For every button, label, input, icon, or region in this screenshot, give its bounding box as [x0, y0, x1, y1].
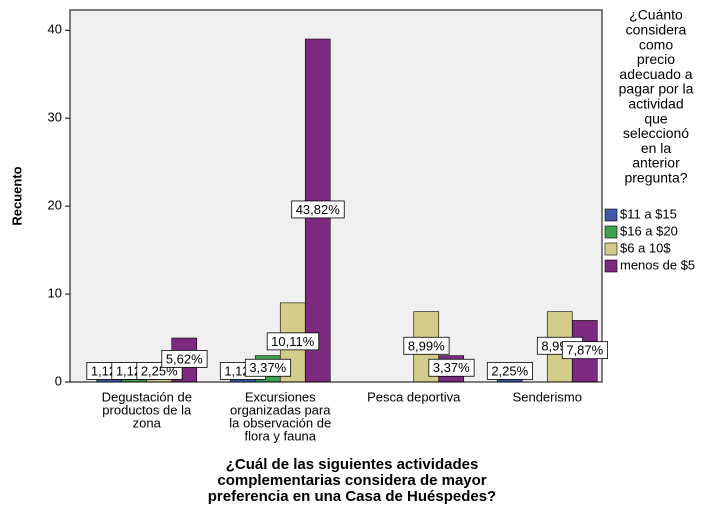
y-tick-label: 0: [55, 373, 62, 388]
y-tick-label: 30: [48, 110, 62, 125]
legend-label: $6 a 10$: [620, 240, 671, 255]
x-tick-label: Degustación de: [102, 389, 192, 404]
data-label: 3,37%: [433, 360, 470, 375]
x-axis-title: complementarias considera de mayor: [217, 472, 486, 489]
data-label-box: [428, 358, 475, 377]
x-tick-label: productos de la: [102, 402, 192, 417]
data-label-box: [161, 350, 208, 368]
data-label-box: [291, 200, 345, 219]
y-axis-title: Recuento: [9, 166, 24, 225]
legend-swatch: [604, 208, 618, 222]
y-tick-label: 40: [48, 22, 62, 37]
data-label-box: [403, 336, 450, 355]
legend-title: considera: [626, 22, 687, 38]
x-tick-label: flora y fauna: [244, 428, 316, 443]
legend-title: que: [644, 110, 668, 126]
legend-swatch: [604, 225, 618, 239]
y-tick-label: 10: [48, 285, 62, 300]
legend-label: $11 a $15: [620, 206, 677, 221]
x-tick-label: Excursiones: [245, 389, 316, 404]
x-tick-label: Senderismo: [513, 389, 582, 404]
legend-title: actividad: [628, 96, 683, 112]
legend-title: en la: [641, 140, 672, 156]
legend-swatch: [604, 242, 618, 256]
data-label: 10,11%: [271, 334, 315, 349]
data-label: 5,62%: [161, 350, 208, 368]
x-axis-title: preferencia en una Casa de Huéspedes?: [208, 488, 496, 505]
data-label-box: [486, 362, 534, 380]
data-label: 43,82%: [291, 200, 345, 219]
y-tick-label: 20: [48, 198, 62, 213]
x-tick-label: zona: [133, 415, 162, 430]
data-label: 8,99%: [408, 338, 445, 353]
legend-swatch: [604, 259, 618, 273]
data-label: 3,37%: [428, 358, 475, 377]
x-tick-label: Pesca deportiva: [367, 389, 461, 404]
data-label: 3,37%: [249, 360, 286, 375]
legend-title: anterior: [632, 155, 680, 171]
data-label: 10,11%: [266, 332, 320, 351]
legend-label: menos de $5: [620, 257, 695, 272]
legend-label: $16 a $20: [620, 223, 678, 238]
legend-title: seleccionó: [623, 125, 689, 141]
legend-title: adecuado a: [619, 66, 692, 82]
plot-area: [69, 9, 603, 383]
data-label: 8,99%: [403, 336, 450, 355]
data-label: 7,87%: [561, 341, 609, 360]
data-label: 43,82%: [296, 202, 341, 217]
x-tick-label: la observación de: [229, 415, 331, 430]
data-label-box: [561, 341, 609, 360]
legend-title: pregunta?: [624, 170, 687, 186]
legend-title: pagar por la: [619, 81, 694, 97]
data-label: 7,87%: [566, 343, 603, 358]
data-label: 5,62%: [166, 351, 203, 366]
legend-title: ¿Cuánto: [629, 7, 683, 23]
x-tick-label: organizadas para: [230, 402, 331, 417]
x-axis-title: ¿Cuál de las siguientes actividades: [226, 456, 479, 473]
data-label: 2,25%: [486, 362, 534, 380]
data-label: 3,37%: [244, 358, 292, 377]
data-label: 2,25%: [491, 363, 528, 378]
data-label-box: [266, 332, 320, 351]
data-label-box: [244, 358, 292, 377]
legend-title: como: [639, 36, 673, 52]
legend-title: precio: [637, 51, 675, 67]
